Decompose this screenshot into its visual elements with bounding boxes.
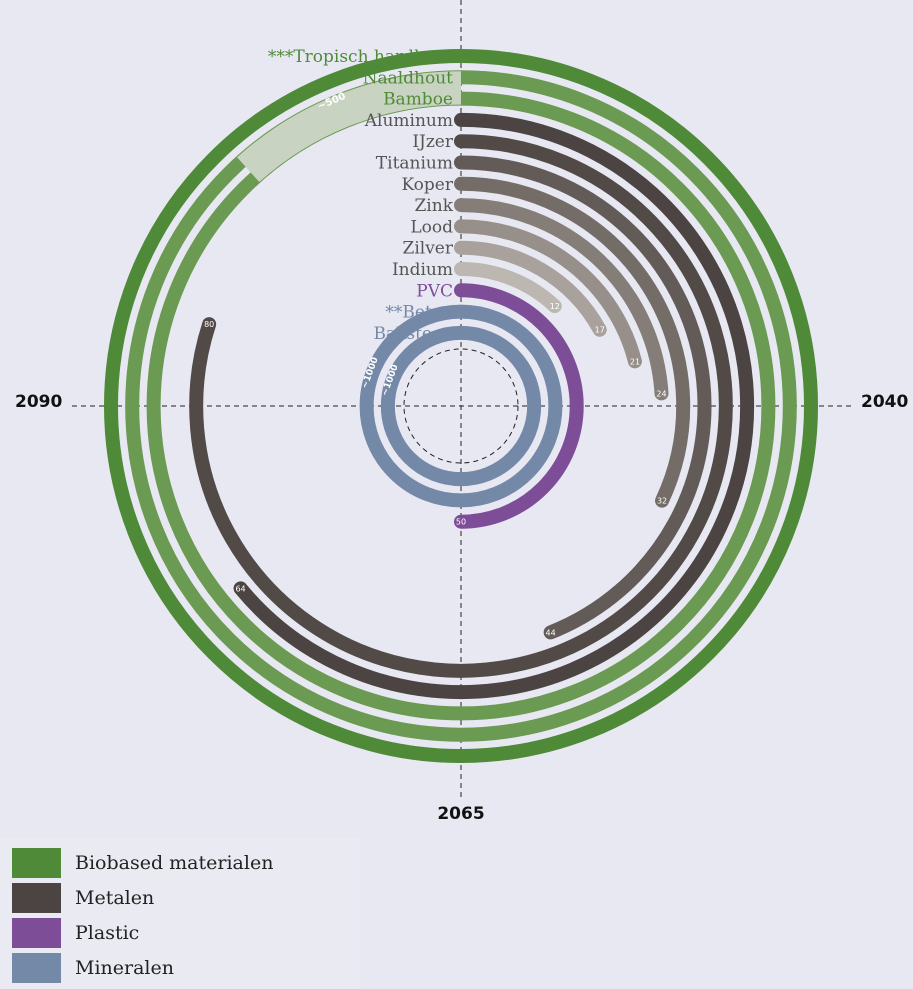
category-label-baksteen: Baksteen xyxy=(373,324,453,344)
arc-ijzer xyxy=(189,134,733,678)
category-label-lood: Lood xyxy=(410,217,453,237)
legend-swatch-plastic xyxy=(12,918,61,948)
legend-swatch-biobased xyxy=(12,848,61,878)
category-label-indium: Indium xyxy=(392,260,453,280)
end-label-koper: 32 xyxy=(657,497,667,506)
inner-circle xyxy=(403,348,519,464)
category-label-zilver: Zilver xyxy=(403,239,454,259)
category-labels: ***Tropisch hardhoutNaaldhoutBamboeAlumi… xyxy=(268,47,454,344)
arc-zink xyxy=(454,198,669,401)
arc-beton xyxy=(359,304,563,508)
end-label-titanium: 44 xyxy=(546,628,556,637)
category-label-koper: Koper xyxy=(401,175,453,195)
arc-bamboe xyxy=(146,91,776,721)
legend-label-metalen: Metalen xyxy=(75,887,155,909)
arc-pvc xyxy=(454,283,584,529)
timeline-right-label: 2040 xyxy=(861,392,908,412)
category-label-aluminum: Aluminum xyxy=(364,111,453,131)
range-band-naaldhout xyxy=(237,71,462,183)
end-label-ijzer: 80 xyxy=(204,320,214,329)
legend-swatch-mineralen xyxy=(12,953,61,983)
legend: Biobased materialen Metalen Plastic Mine… xyxy=(0,838,360,989)
end-label-zink: 24 xyxy=(656,389,666,398)
end-marker-titanium xyxy=(544,625,558,639)
end-marker-zilver xyxy=(593,323,607,337)
category-label-naaldhout: Naaldhout xyxy=(363,68,454,88)
end-label-pvc: 50 xyxy=(456,518,466,527)
end-label-lood: 21 xyxy=(630,357,640,366)
category-label-zink: Zink xyxy=(415,196,454,216)
arc-titanium xyxy=(454,155,712,640)
end-marker-indium xyxy=(548,299,562,313)
legend-label-biobased: Biobased materialen xyxy=(75,852,274,874)
timeline-bottom-label: 2065 xyxy=(437,804,484,824)
arc-koper xyxy=(454,176,691,508)
category-label-beton: **Beton xyxy=(385,303,453,323)
arc-baksteen xyxy=(380,325,542,487)
end-marker-zink xyxy=(655,386,669,400)
timeline-left-label: 2090 xyxy=(15,392,62,412)
category-label-tropischhardhout: ***Tropisch hardhout xyxy=(268,47,453,67)
arc-indium xyxy=(454,262,562,314)
arc-tropischhardhout xyxy=(104,49,818,764)
category-label-pvc: PVC xyxy=(416,281,453,301)
legend-label-plastic: Plastic xyxy=(75,922,140,944)
category-label-ijzer: IJzer xyxy=(412,132,454,152)
legend-swatch-metalen xyxy=(12,883,61,913)
end-marker-ijzer xyxy=(202,317,216,331)
end-label-zilver: 17 xyxy=(595,326,605,335)
arc-naaldhout xyxy=(125,70,797,742)
category-label-titanium: Titanium xyxy=(376,154,453,174)
arc-aluminum xyxy=(233,112,755,700)
arc-zilver xyxy=(454,240,607,337)
timeline-labels: 2040 2090 2065 xyxy=(15,392,908,824)
end-marker-koper xyxy=(655,494,669,508)
end-marker-lood xyxy=(628,354,642,368)
category-label-bamboe: Bamboe xyxy=(383,90,453,110)
end-marker-pvc xyxy=(454,515,468,529)
end-marker-aluminum xyxy=(234,581,248,595)
end-label-indium: 12 xyxy=(550,302,560,311)
arc-lood xyxy=(454,219,642,369)
legend-label-mineralen: Mineralen xyxy=(75,957,174,979)
end-label-aluminum: 64 xyxy=(235,584,245,593)
